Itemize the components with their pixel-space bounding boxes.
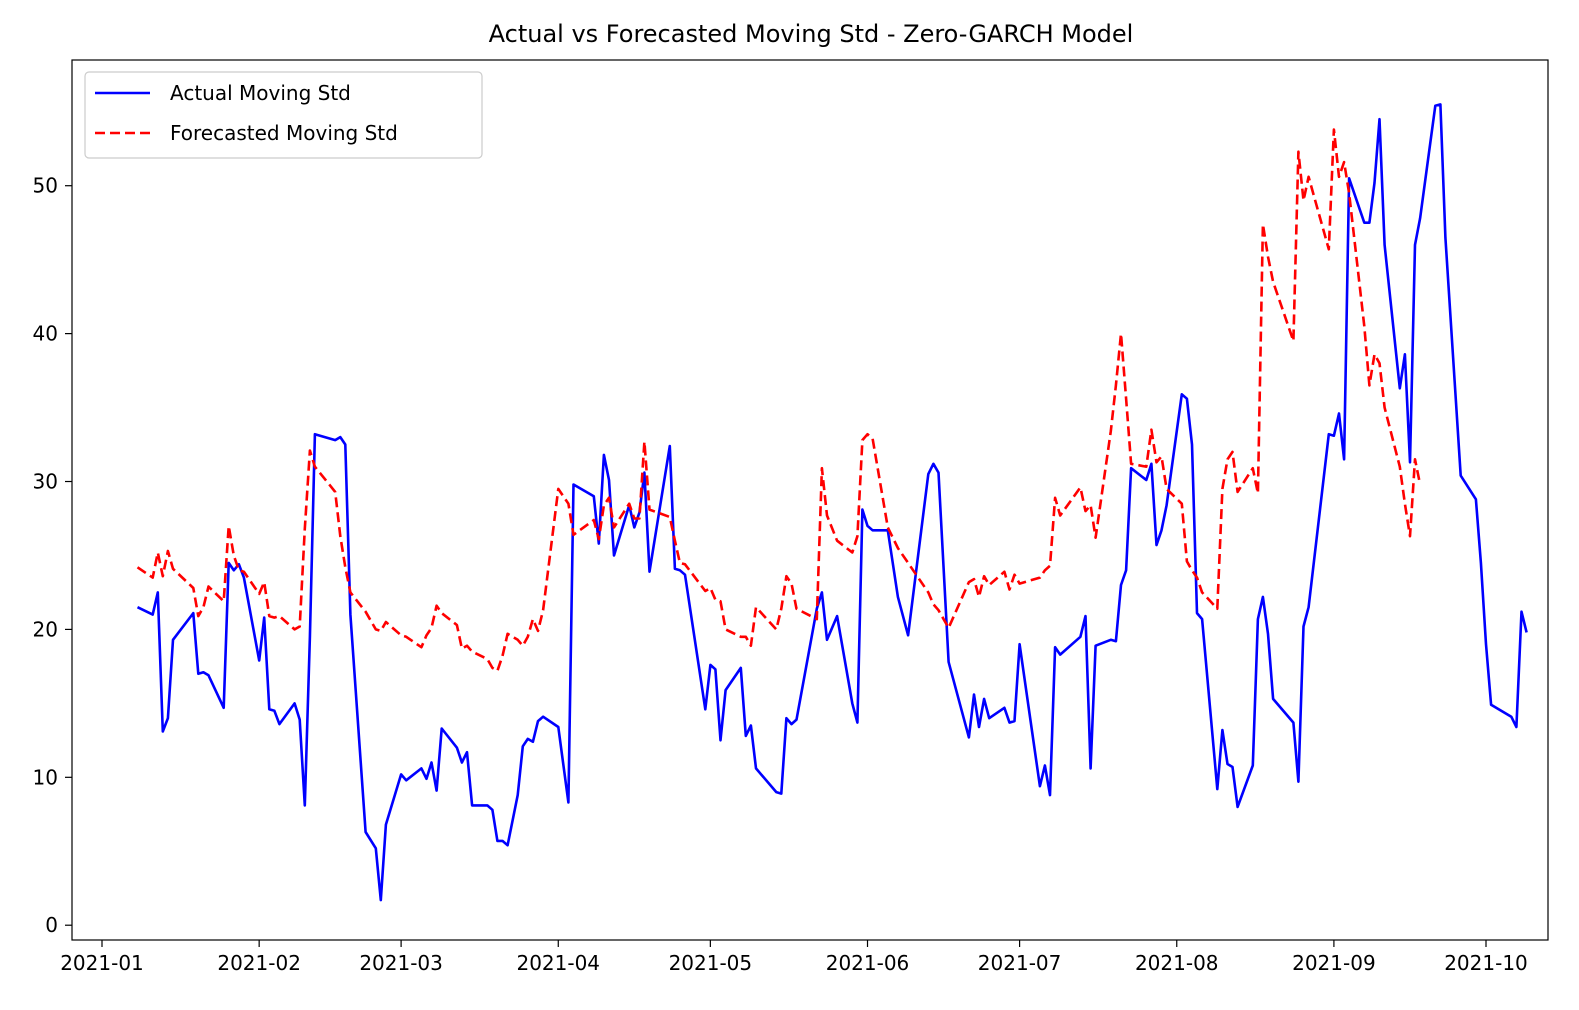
chart-title: Actual vs Forecasted Moving Std - Zero-G… [489, 20, 1134, 48]
legend-label-forecast: Forecasted Moving Std [170, 121, 398, 145]
plot-area [136, 103, 1528, 902]
x-axis: 2021-01 2021-02 2021-03 2021-04 2021-05 2021-… [60, 940, 1528, 975]
legend-box [84, 71, 483, 159]
x-tick-label: 2021-03 [359, 951, 443, 975]
y-tick-label: 0 [45, 913, 58, 937]
y-tick-label: 30 [33, 470, 58, 494]
x-tick-label: 2021-05 [669, 951, 753, 975]
x-tick-label: 2021-02 [217, 951, 301, 975]
y-tick-label: 20 [33, 617, 58, 641]
series-line-forecast [136, 128, 1422, 673]
x-tick-label: 2021-04 [516, 951, 600, 975]
x-tick-label: 2021-06 [826, 951, 910, 975]
series-line-actual [136, 103, 1528, 902]
y-tick-label: 10 [33, 765, 58, 789]
x-tick-label: 2021-01 [60, 951, 144, 975]
legend: Actual Moving Std Forecasted Moving Std [84, 71, 483, 159]
legend-label-actual: Actual Moving Std [170, 81, 351, 105]
x-tick-label: 2021-08 [1135, 951, 1219, 975]
y-axis: 0 10 20 30 40 50 [33, 174, 72, 937]
y-tick-label: 50 [33, 174, 58, 198]
x-tick-label: 2021-09 [1292, 951, 1376, 975]
y-tick-label: 40 [33, 322, 58, 346]
axes-frame [71, 59, 1549, 941]
x-tick-label: 2021-10 [1444, 951, 1528, 975]
x-tick-label: 2021-07 [978, 951, 1062, 975]
